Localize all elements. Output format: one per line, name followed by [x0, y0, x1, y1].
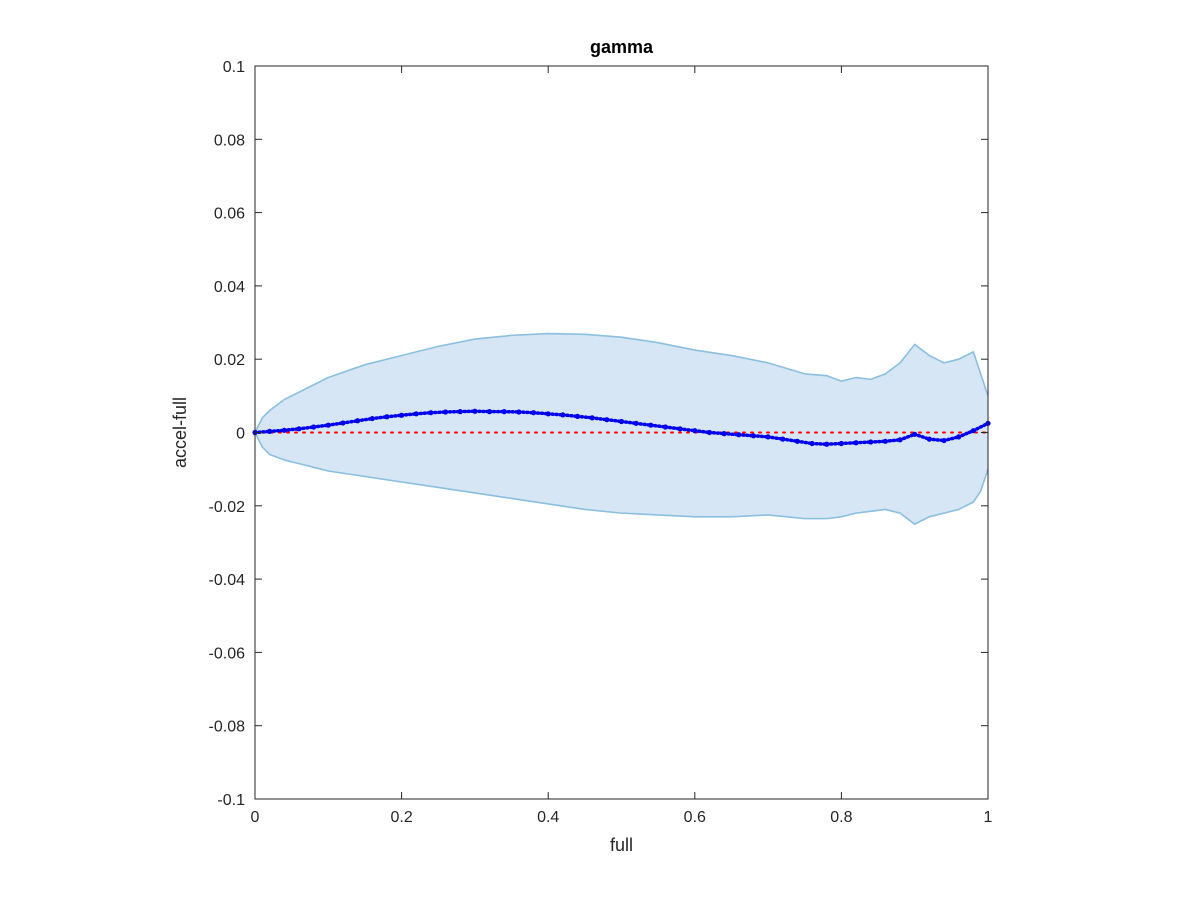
data-point-cluster — [812, 444, 827, 445]
data-point-cluster — [534, 413, 549, 414]
chart-title: gamma — [590, 37, 654, 57]
data-point-cluster — [270, 430, 285, 431]
data-point-cluster — [709, 433, 724, 434]
data-point-cluster — [387, 415, 402, 416]
y-tick-label: 0.02 — [214, 352, 245, 369]
y-tick-label: 0.08 — [214, 132, 245, 149]
y-tick-label: 0.1 — [223, 59, 245, 76]
data-point-cluster — [431, 412, 446, 413]
data-point-cluster — [548, 414, 563, 415]
data-point-cluster — [739, 435, 754, 436]
x-tick-label: 0.8 — [830, 809, 852, 826]
data-point-cluster — [929, 439, 944, 440]
y-tick-label: -0.08 — [209, 719, 246, 736]
x-tick-label: 0.6 — [684, 809, 706, 826]
data-point-cluster — [578, 416, 593, 417]
data-point-cluster — [519, 412, 534, 413]
y-tick-label: -0.06 — [209, 645, 246, 662]
data-point-cluster — [284, 429, 299, 430]
x-tick-label: 0 — [251, 809, 260, 826]
y-tick-label: -0.04 — [209, 572, 246, 589]
y-tick-label: 0 — [236, 426, 245, 443]
data-point-cluster — [416, 413, 431, 414]
data-point-cluster — [724, 434, 739, 435]
y-axis-label: accel-full — [170, 397, 190, 468]
x-tick-label: 0.2 — [390, 809, 412, 826]
y-tick-label: -0.02 — [209, 499, 246, 516]
x-tick-label: 0.4 — [537, 809, 559, 826]
data-point-cluster — [563, 415, 578, 416]
data-point-cluster — [841, 443, 856, 444]
x-axis-label: full — [610, 835, 633, 855]
data-point-cluster — [827, 444, 842, 445]
y-tick-label: -0.1 — [217, 792, 245, 809]
data-point-cluster — [885, 440, 900, 441]
data-point-cluster — [871, 441, 886, 442]
data-point-cluster — [856, 442, 871, 443]
data-point-cluster — [753, 436, 768, 437]
data-point-cluster — [402, 414, 417, 415]
y-tick-label: 0.04 — [214, 279, 245, 296]
y-tick-label: 0.06 — [214, 206, 245, 223]
x-tick-label: 1 — [984, 809, 993, 826]
